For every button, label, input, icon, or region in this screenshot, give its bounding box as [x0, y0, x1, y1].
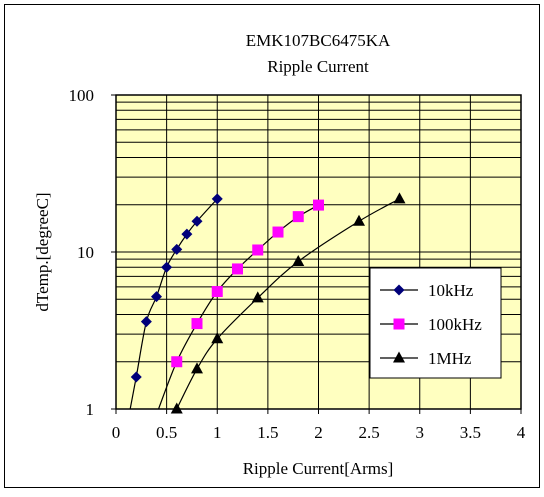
x-tick-label: 0.5	[156, 423, 177, 442]
data-point-1mhz	[191, 362, 203, 374]
chart-subtitle: Ripple Current	[267, 57, 369, 76]
legend-marker-100khz	[393, 318, 405, 330]
x-tick-label: 1	[213, 423, 222, 442]
data-point-10khz	[191, 215, 203, 227]
data-point-100khz	[232, 263, 243, 275]
legend	[369, 267, 502, 379]
y-tick-label: 10	[77, 243, 94, 262]
data-point-10khz	[211, 193, 223, 205]
data-point-10khz	[171, 243, 183, 255]
x-tick-label: 0	[112, 423, 121, 442]
x-tick-label: 2	[314, 423, 323, 442]
legend-marker-1mhz	[393, 351, 405, 363]
legend-label-100khz: 100kHz	[428, 315, 482, 334]
data-point-1mhz	[353, 214, 365, 226]
legend-label-10khz: 10kHz	[428, 281, 474, 300]
data-point-10khz	[161, 261, 173, 273]
x-tick-label: 1.5	[257, 423, 278, 442]
chart-title: EMK107BC6475KA	[246, 31, 391, 50]
x-axis-label: Ripple Current[Arms]	[243, 459, 394, 478]
data-point-10khz	[140, 316, 152, 328]
data-point-100khz	[191, 318, 203, 330]
data-point-1mhz	[170, 402, 183, 414]
data-point-10khz	[181, 228, 193, 240]
data-point-100khz	[171, 356, 183, 368]
legend-marker-10khz	[393, 284, 405, 296]
legend-label-1mhz: 1MHz	[428, 349, 472, 368]
data-point-1mhz	[292, 254, 305, 266]
data-point-100khz	[272, 226, 284, 238]
data-point-100khz	[292, 211, 304, 223]
data-point-100khz	[313, 199, 324, 211]
data-point-1mhz	[211, 332, 224, 344]
y-tick-label: 100	[69, 86, 95, 105]
data-point-10khz	[130, 371, 142, 383]
x-tick-label: 3.5	[460, 423, 481, 442]
data-point-100khz	[252, 244, 264, 256]
y-tick-label: 1	[86, 400, 95, 419]
data-point-1mhz	[393, 192, 406, 204]
data-point-10khz	[151, 291, 162, 303]
data-point-100khz	[211, 286, 223, 298]
y-axis-label: dTemp.[degreeC]	[33, 192, 52, 311]
x-tick-label: 3	[416, 423, 425, 442]
x-tick-label: 4	[517, 423, 526, 442]
x-tick-label: 2.5	[359, 423, 380, 442]
data-point-1mhz	[251, 291, 264, 303]
